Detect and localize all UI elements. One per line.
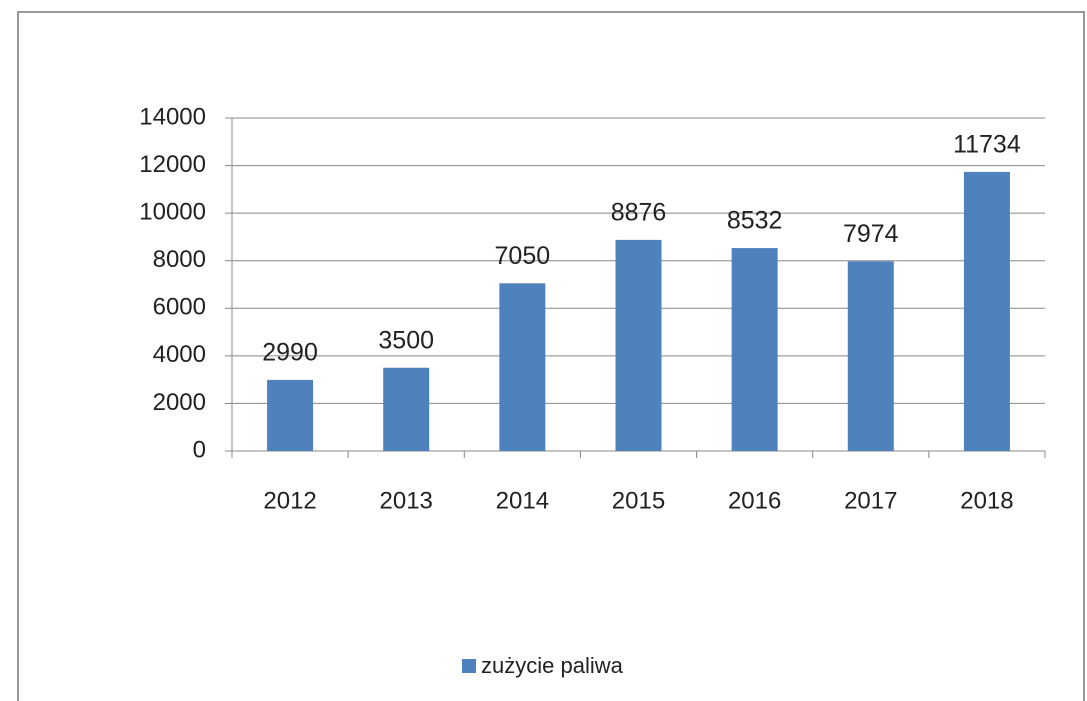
x-tick-label: 2016 xyxy=(728,487,781,514)
bar xyxy=(267,379,314,451)
bar xyxy=(499,283,546,451)
bar xyxy=(383,367,430,451)
data-label: 3500 xyxy=(378,326,434,354)
y-tick-label: 12000 xyxy=(139,151,206,178)
x-tick-label: 2012 xyxy=(263,487,316,514)
x-tick-label: 2015 xyxy=(612,487,665,514)
x-tick-label: 2013 xyxy=(380,487,433,514)
y-tick-label: 14000 xyxy=(139,103,206,130)
y-tick-label: 8000 xyxy=(153,246,206,273)
y-tick-label: 10000 xyxy=(139,198,206,225)
y-tick-label: 2000 xyxy=(153,389,206,416)
x-tick-label: 2018 xyxy=(960,487,1013,514)
chart-frame xyxy=(17,11,1085,701)
y-tick-label: 4000 xyxy=(153,341,206,368)
data-label: 8876 xyxy=(611,198,667,226)
data-label: 2990 xyxy=(262,338,318,366)
data-label: 7974 xyxy=(843,220,899,248)
bar xyxy=(847,261,894,451)
bar xyxy=(963,171,1010,451)
y-tick-label: 6000 xyxy=(153,294,206,321)
bar xyxy=(731,248,778,451)
data-label: 7050 xyxy=(495,242,551,270)
x-tick-label: 2014 xyxy=(496,487,549,514)
legend-swatch xyxy=(462,659,476,673)
x-tick-label: 2017 xyxy=(844,487,897,514)
bar xyxy=(615,239,662,451)
data-label: 11734 xyxy=(953,131,1021,159)
legend-label: zużycie paliwa xyxy=(481,653,624,678)
y-tick-label: 0 xyxy=(193,436,206,463)
data-label: 8532 xyxy=(727,207,783,235)
